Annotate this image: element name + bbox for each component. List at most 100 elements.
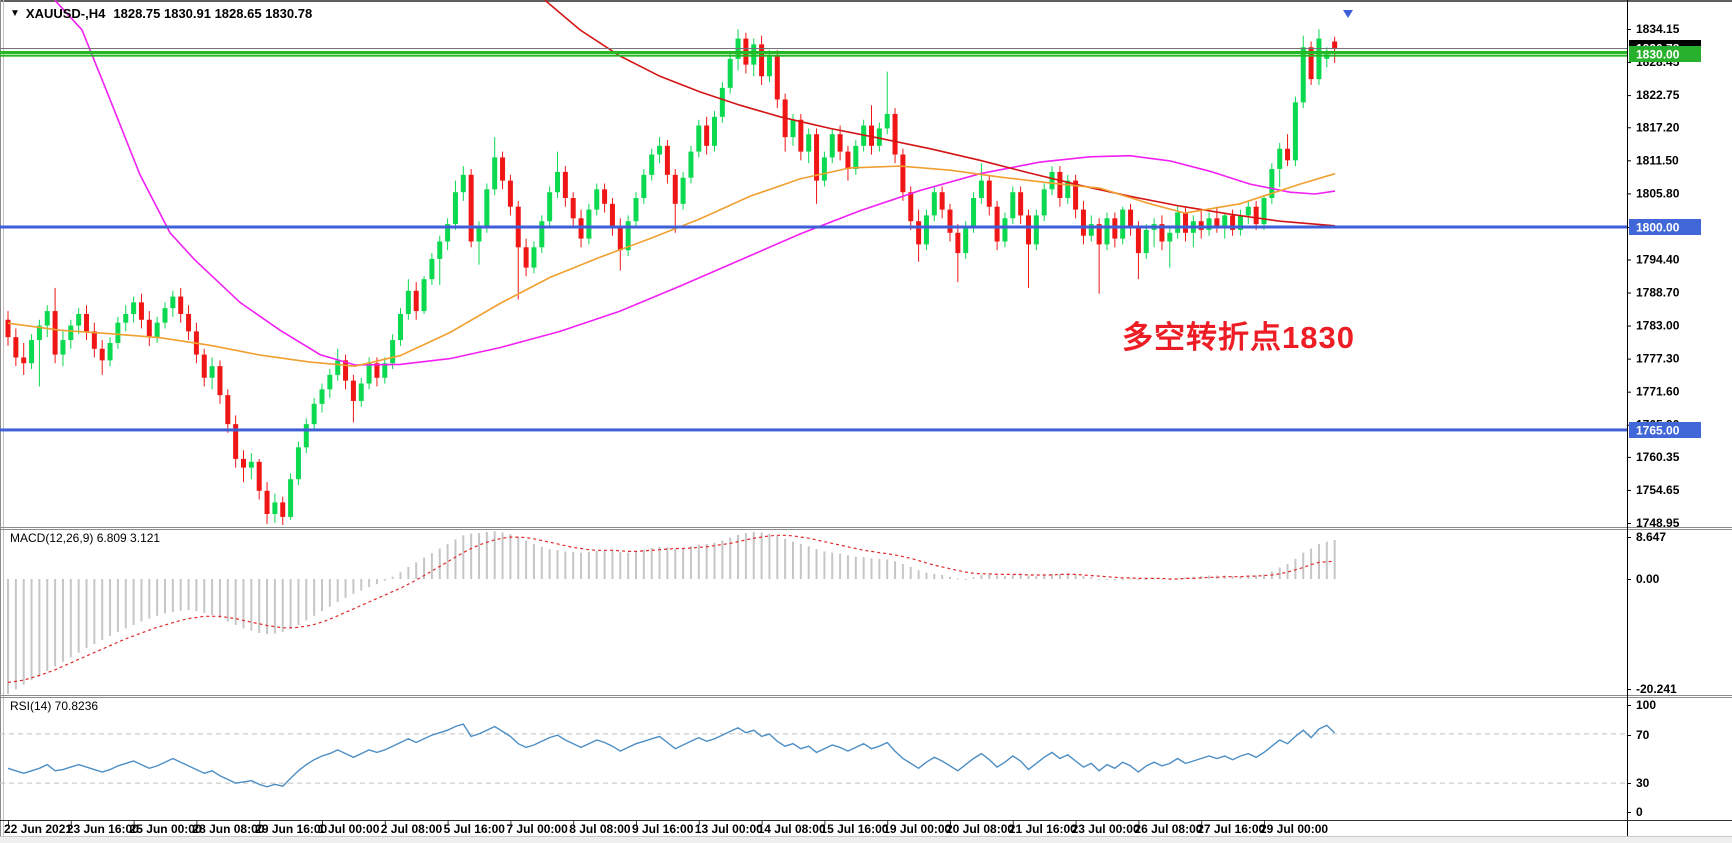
candle-body — [186, 313, 192, 332]
candle-body — [971, 198, 977, 228]
candle-body — [1120, 209, 1126, 239]
panel-separator[interactable] — [0, 529, 1732, 530]
ma-red-line — [544, 0, 1336, 227]
candle-body — [1230, 215, 1236, 230]
axis-tick — [1627, 812, 1631, 813]
candle-body — [1316, 38, 1322, 80]
macd-signal-line — [7, 534, 1335, 683]
macd-histogram-bar — [1310, 548, 1313, 579]
macd-histogram-bar — [689, 546, 692, 579]
macd-histogram-bar — [1098, 579, 1101, 580]
time-tick — [1012, 821, 1014, 825]
candle-body — [1308, 47, 1314, 80]
candle-body — [115, 322, 121, 343]
date-label: 23 Jul 00:00 — [1072, 822, 1140, 836]
candle-body — [664, 145, 670, 175]
price-tick-label: 1777.30 — [1636, 352, 1680, 366]
candle-body — [1096, 224, 1102, 245]
macd-histogram-bar — [768, 533, 771, 579]
time-tick — [1264, 821, 1265, 825]
macd-tick-label: 0.00 — [1636, 572, 1660, 586]
turning-point-annotation[interactable]: 多空转折点1830 — [1122, 320, 1355, 355]
price-axis-line[interactable] — [1627, 0, 1628, 836]
candle-body — [76, 313, 82, 326]
candle-body — [923, 215, 929, 245]
candle-body — [366, 363, 372, 384]
macd-histogram-bar — [124, 579, 127, 629]
horizontal-line-1765[interactable] — [0, 428, 1627, 432]
macd-histogram-bar — [1208, 575, 1211, 579]
time-tick — [636, 821, 637, 825]
candle-body — [327, 374, 333, 390]
candle-body — [1143, 229, 1149, 254]
macd-histogram-bar — [964, 579, 967, 580]
candle-body — [837, 134, 843, 152]
candle-body — [1167, 232, 1173, 242]
candle-body — [994, 206, 1000, 242]
candle-body — [350, 380, 356, 401]
axis-tick — [1627, 489, 1631, 491]
candle-body — [570, 198, 576, 219]
candle-body — [280, 502, 286, 517]
macd-histogram-bar — [258, 579, 261, 634]
axis-tick — [1627, 522, 1631, 524]
candle-body — [343, 360, 349, 381]
macd-histogram-bar — [1074, 574, 1077, 579]
symbol-dropdown-icon[interactable]: ▼ — [10, 8, 20, 19]
price-tick-label: 1805.80 — [1636, 186, 1680, 200]
macd-histogram-bar — [22, 579, 25, 685]
panel-separator[interactable] — [0, 697, 1732, 698]
date-label: 7 Jul 00:00 — [506, 822, 568, 836]
chart-shift-marker-icon[interactable] — [1343, 10, 1353, 18]
macd-histogram-bar — [54, 579, 57, 667]
macd-histogram-bar — [313, 579, 316, 616]
macd-histogram-bar — [501, 532, 504, 579]
macd-histogram-bar — [737, 534, 740, 579]
candle-body — [539, 221, 545, 248]
candle-body — [1183, 212, 1188, 233]
panel-separator[interactable] — [0, 527, 1732, 528]
time-tick — [1075, 821, 1077, 825]
macd-histogram-bar — [430, 553, 433, 579]
axis-tick — [1627, 160, 1631, 162]
macd-histogram-bar — [517, 537, 520, 579]
time-tick — [1138, 821, 1140, 825]
candle-body — [869, 125, 874, 146]
macd-histogram-bar — [650, 547, 653, 579]
candle-body — [892, 113, 898, 155]
macd-tick-label: -20.241 — [1636, 682, 1677, 696]
price-tick-label: 1834.15 — [1636, 22, 1680, 36]
candle-body — [719, 87, 725, 117]
horizontal-line-1800[interactable] — [0, 225, 1627, 229]
candle-body — [256, 461, 262, 491]
axis-tick — [1627, 456, 1631, 458]
candle-body — [963, 227, 969, 254]
macd-histogram-bar — [1043, 574, 1046, 579]
candle-body — [162, 308, 168, 323]
candle-body — [1332, 41, 1338, 49]
rsi-tick-label: 30 — [1636, 776, 1650, 790]
axis-tick — [1627, 29, 1631, 30]
support-1765-label: 1765.00 — [1636, 424, 1680, 438]
panel-separator[interactable] — [0, 695, 1732, 696]
macd-histogram-bar — [1129, 578, 1132, 580]
macd-histogram-bar — [1317, 543, 1320, 579]
macd-histogram-bar — [352, 579, 355, 594]
horizontal-line-1829.55[interactable] — [0, 54, 1627, 57]
macd-histogram-bar — [611, 550, 614, 579]
macd-histogram-bar — [823, 551, 826, 579]
macd-histogram-bar — [69, 579, 72, 658]
candle-body — [382, 363, 388, 378]
candle-wick — [478, 221, 480, 265]
macd-histogram-bar — [242, 579, 245, 629]
macd-histogram-bar — [171, 579, 174, 612]
time-axis-line[interactable] — [0, 820, 1732, 821]
macd-histogram-bar — [85, 579, 88, 648]
candle-body — [233, 424, 239, 459]
horizontal-line-1830.1[interactable] — [0, 50, 1627, 54]
candle-body — [617, 227, 623, 251]
macd-histogram-bar — [7, 579, 9, 694]
macd-histogram-bar — [713, 542, 716, 579]
macd-histogram-bar — [1333, 539, 1336, 579]
